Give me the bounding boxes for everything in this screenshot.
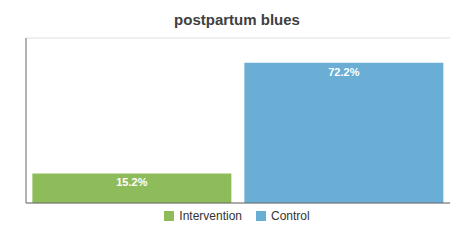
html-text:Intervention: Intervention <box>179 209 242 223</box>
html-text:Control: Control <box>271 209 310 223</box>
html-text:postpartum blues: postpartum blues <box>174 11 300 28</box>
svg-text:72.2%: 72.2% <box>328 66 359 78</box>
svg-text:15.2%: 15.2% <box>116 176 147 188</box>
